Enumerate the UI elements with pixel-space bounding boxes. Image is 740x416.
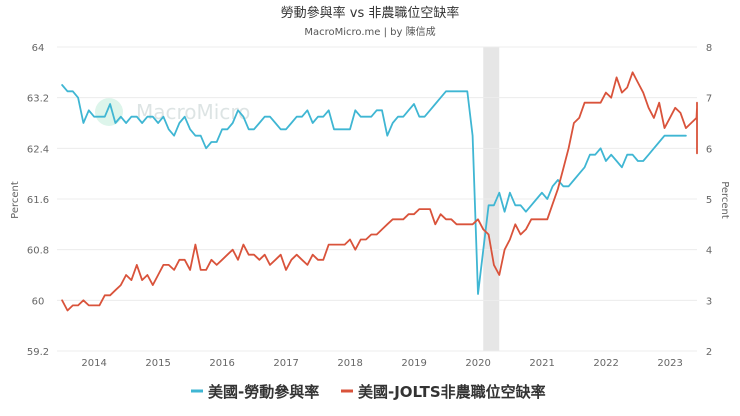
right-tick-label: 3 xyxy=(706,296,712,307)
legend-label-participation: 美國-勞動參與率 xyxy=(208,383,319,401)
watermark: MacroMicro xyxy=(95,98,250,126)
x-axis-ticks: 2014 2015 2016 2017 2018 2019 2020 2021 2022 2023 xyxy=(81,358,682,369)
x-tick-label: 2017 xyxy=(273,358,298,369)
x-tick-label: 2016 xyxy=(209,358,234,369)
left-tick-label: 64 xyxy=(32,43,45,54)
legend-item-participation[interactable]: 美國-勞動參與率 xyxy=(191,383,319,401)
series-line-participation-rate[interactable] xyxy=(61,84,687,295)
left-tick-label: 59.2 xyxy=(27,347,49,358)
left-tick-label: 63.2 xyxy=(27,94,49,105)
left-tick-label: 60.8 xyxy=(27,246,49,257)
left-axis-ticks: 59.2 60 60.8 61.6 62.4 63.2 64 xyxy=(27,43,49,358)
right-tick-label: 6 xyxy=(706,144,712,155)
right-tick-label: 8 xyxy=(706,43,712,54)
x-tick-label: 2020 xyxy=(465,358,490,369)
legend-item-job-openings[interactable]: 美國-JOLTS非農職位空缺率 xyxy=(341,383,546,401)
series-layer xyxy=(61,71,698,312)
chart-subtitle: MacroMicro.me | by 陳信成 xyxy=(304,26,435,38)
x-tick-label: 2022 xyxy=(593,358,618,369)
left-tick-label: 62.4 xyxy=(27,144,49,155)
x-tick-label: 2021 xyxy=(529,358,554,369)
series-line-job-openings-rate[interactable] xyxy=(61,71,698,312)
right-tick-label: 2 xyxy=(706,347,712,358)
right-tick-label: 7 xyxy=(706,94,712,105)
left-tick-label: 61.6 xyxy=(27,195,49,206)
watermark-logo-icon xyxy=(95,98,123,126)
x-tick-label: 2019 xyxy=(401,358,426,369)
x-tick-label: 2014 xyxy=(81,358,106,369)
grid-layer xyxy=(57,46,697,352)
x-tick-label: 2015 xyxy=(145,358,170,369)
chart-header: 勞動參與率 vs 非農職位空缺率 MacroMicro.me | by 陳信成 xyxy=(281,5,460,38)
legend-label-job-openings: 美國-JOLTS非農職位空缺率 xyxy=(358,383,546,401)
left-axis-title: Percent xyxy=(10,181,21,219)
right-axis-ticks: 2 3 4 5 6 7 8 xyxy=(706,43,712,358)
x-tick-label: 2018 xyxy=(337,358,362,369)
x-tick-label: 2023 xyxy=(657,358,682,369)
left-tick-label: 60 xyxy=(32,296,45,307)
right-tick-label: 5 xyxy=(706,195,712,206)
right-tick-label: 4 xyxy=(706,246,712,257)
legend: 美國-勞動參與率 美國-JOLTS非農職位空缺率 xyxy=(191,383,546,401)
right-axis-title: Percent xyxy=(719,181,730,219)
chart-title: 勞動參與率 vs 非農職位空缺率 xyxy=(281,5,460,21)
